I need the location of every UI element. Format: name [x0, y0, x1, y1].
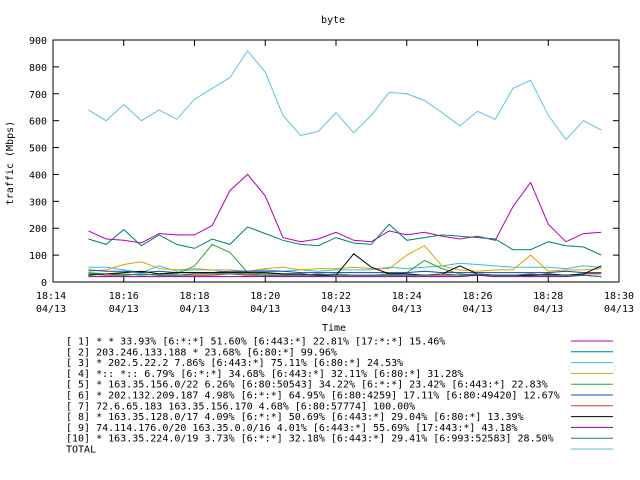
- y-tick-label: 100: [29, 251, 47, 262]
- x-tick-label-date: 04/13: [604, 304, 634, 315]
- x-tick-label-time: 18:20: [250, 291, 280, 302]
- y-tick-label: 600: [29, 117, 47, 128]
- y-tick-label: 400: [29, 170, 47, 181]
- legend-entry: [ 3] * 202.5.22.2 7.86% [6:443:*] 75.11%…: [66, 358, 403, 369]
- y-tick-label: 700: [29, 90, 47, 101]
- y-tick-label: 200: [29, 224, 47, 235]
- x-tick-label-date: 04/13: [109, 304, 139, 315]
- x-tick-label-date: 04/13: [36, 304, 66, 315]
- x-tick-label-time: 18:14: [36, 291, 66, 302]
- x-tick-label-time: 18:30: [604, 291, 634, 302]
- x-tick-label-time: 18:22: [321, 291, 351, 302]
- plot-frame: [52, 39, 620, 283]
- x-tick-label-date: 04/13: [462, 304, 492, 315]
- series-line-1: [88, 173, 602, 244]
- plot-area: 0 100 200 300 400 500 600 700 800 900 18:14 04/13 18…: [29, 36, 634, 315]
- y-tick-label: 0: [41, 278, 47, 289]
- series-line-4: [88, 245, 602, 272]
- x-axis-label: Time: [322, 323, 346, 334]
- legend-entry: [ 1] * * 33.93% [6:*:*] 51.60% [6:443:*]…: [66, 337, 445, 348]
- x-tick-label-date: 04/13: [250, 304, 280, 315]
- x-tick-label-time: 18:16: [109, 291, 139, 302]
- legend-entry: [10] * 163.35.224.0/19 3.73% [6:*:*] 32.…: [66, 434, 554, 445]
- series-line-10: [88, 273, 602, 278]
- x-tick-label-time: 18:28: [533, 291, 563, 302]
- y-tick-label: 300: [29, 197, 47, 208]
- y-tick-label: 800: [29, 63, 47, 74]
- x-tick-label-date: 04/13: [533, 304, 563, 315]
- legend-entry: TOTAL: [66, 445, 96, 456]
- x-tick-label-date: 04/13: [392, 304, 422, 315]
- series-line-2: [88, 223, 602, 256]
- legend-entry: [ 8] * 163.35.128.0/17 4.09% [6:*:*] 50.…: [66, 412, 524, 423]
- legend-entry: [ 9] 74.114.176.0/20 163.35.0.0/16 4.01%…: [66, 423, 518, 434]
- legend-entry: [ 6] * 202.132.209.187 4.98% [6:*:*] 64.…: [66, 391, 560, 402]
- y-axis-label: traffic (Mbps): [5, 121, 16, 205]
- series-line-9: [88, 274, 602, 278]
- legend-entry: [ 7] 72.6.65.183 163.35.156.170 4.68% [6…: [66, 401, 415, 412]
- x-tick-label-date: 04/13: [179, 304, 209, 315]
- x-tick-label-time: 18:24: [392, 291, 422, 302]
- legend: [ 1] * * 33.93% [6:*:*] 51.60% [6:443:*]…: [66, 337, 613, 456]
- y-tick-label: 900: [29, 36, 47, 47]
- legend-entry: [ 5] * 163.35.156.0/22 6.26% [6:80:50543…: [66, 380, 548, 391]
- legend-entry: [ 4] *:: *:: 6.79% [6:*:*] 34.68% [6:443…: [66, 369, 463, 380]
- x-tick-label-time: 18:18: [179, 291, 209, 302]
- x-tick-label-time: 18:26: [462, 291, 492, 302]
- y-tick-label: 500: [29, 144, 47, 155]
- x-tick-label-date: 04/13: [321, 304, 351, 315]
- legend-entry: [ 2] 203.246.133.188 * 23.68% [6:80:*] 9…: [66, 347, 337, 358]
- chart-title: byte: [321, 15, 345, 26]
- series-line-11: [88, 49, 602, 141]
